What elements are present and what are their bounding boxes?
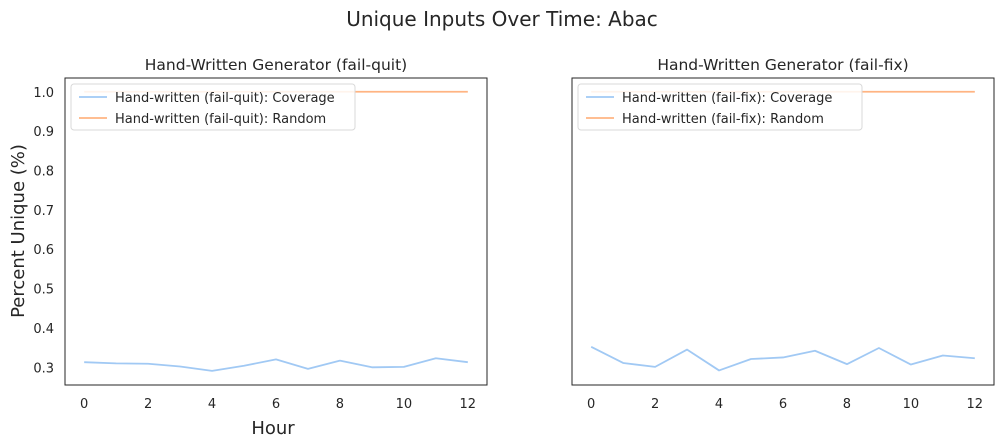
series-line-coverage xyxy=(590,346,975,372)
x-tick-label: 10 xyxy=(396,397,413,412)
legend: Hand-written (fail-quit): Coverage Hand-w… xyxy=(70,83,356,131)
y-tick-label: 1.0 xyxy=(33,86,54,101)
x-tick-label: 0 xyxy=(80,397,88,412)
x-tick-label: 12 xyxy=(460,397,477,412)
legend: Hand-written (fail-fix): Coverage Hand-wr… xyxy=(577,83,863,131)
y-tick-label: 0.5 xyxy=(33,283,54,298)
x-tick-label: 4 xyxy=(715,397,723,412)
figure-suptitle: Unique Inputs Over Time: Abac xyxy=(346,7,658,31)
plot-area-frame xyxy=(64,77,488,386)
legend-entry: Hand-written (fail-quit): Coverage xyxy=(115,91,335,106)
subplots-container: Hand-Written Generator (fail-quit) 0 2 4 6 8 1… xyxy=(33,56,995,412)
x-tick-label: 10 xyxy=(903,397,920,412)
x-tick-label: 6 xyxy=(272,397,280,412)
subplot-1: Hand-Written Generator (fail-quit) 0 2 4 6 8 1… xyxy=(33,56,488,412)
legend-entry: Hand-written (fail-fix): Coverage xyxy=(622,91,832,106)
x-axis-label: Hour xyxy=(251,418,295,439)
y-tick-label: 0.3 xyxy=(33,361,54,376)
y-axis-label: Percent Unique (%) xyxy=(8,144,29,318)
legend-box xyxy=(70,83,356,131)
x-tick-label: 2 xyxy=(651,397,659,412)
y-tick-label: 0.6 xyxy=(33,243,54,258)
x-tick-label: 8 xyxy=(843,397,851,412)
series-line-coverage xyxy=(84,357,468,372)
x-tick-label: 2 xyxy=(144,397,152,412)
legend-box xyxy=(577,83,863,131)
subplot-title: Hand-Written Generator (fail-quit) xyxy=(145,56,407,74)
y-tick-label: 0.4 xyxy=(33,322,54,337)
x-tick-label: 8 xyxy=(336,397,344,412)
plot-area-frame xyxy=(571,77,995,386)
y-tick-label: 0.8 xyxy=(33,164,54,179)
legend-entry: Hand-written (fail-fix): Random xyxy=(622,112,824,127)
x-tick-label: 12 xyxy=(967,397,984,412)
x-tick-label: 6 xyxy=(779,397,787,412)
y-tick-label: 0.7 xyxy=(33,204,54,219)
subplot-title: Hand-Written Generator (fail-fix) xyxy=(657,56,908,74)
y-tick-label: 0.9 xyxy=(33,125,54,140)
x-tick-label: 0 xyxy=(587,397,595,412)
subplot-2: Hand-Written Generator (fail-fix) 0 2 4 6 8 10… xyxy=(571,56,995,412)
legend-entry: Hand-written (fail-quit): Random xyxy=(115,112,326,127)
x-tick-label: 4 xyxy=(208,397,216,412)
